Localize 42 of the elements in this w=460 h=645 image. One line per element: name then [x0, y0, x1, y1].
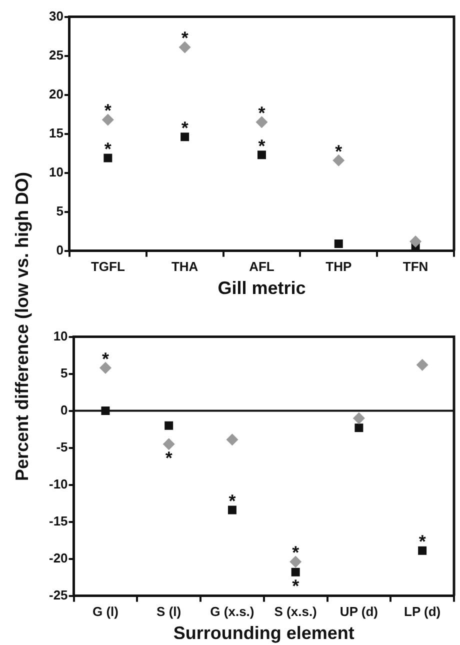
- x-tick-label: UP (d): [340, 604, 378, 620]
- x-axis-title: Surrounding element: [173, 623, 354, 644]
- x-tick-label: G (l): [92, 604, 118, 620]
- annotation: *: [165, 448, 172, 468]
- x-tick-label: THA: [171, 259, 199, 274]
- y-axis-title: Percent difference (low vs. high DO): [12, 172, 34, 482]
- y-tick-label: 0: [56, 242, 64, 258]
- y-tick-label: 10: [53, 328, 68, 344]
- x-tick-label: TFN: [402, 259, 428, 274]
- y-tick-label: 20: [48, 86, 64, 102]
- annotation: *: [258, 103, 266, 124]
- y-tick-label: 0: [60, 402, 68, 418]
- x-tick-label: S (x.s.): [274, 604, 317, 620]
- annotation: *: [102, 348, 109, 369]
- y-tick-label: 25: [48, 47, 64, 62]
- annotation: *: [418, 532, 426, 552]
- annotation: *: [258, 136, 266, 156]
- annotation: *: [181, 118, 188, 138]
- y-tick-label: -20: [48, 550, 68, 566]
- x-tick-label: AFL: [249, 259, 274, 274]
- y-tick-label: -15: [48, 513, 68, 528]
- y-tick-label: -10: [48, 476, 68, 492]
- x-tick-label: TGFL: [90, 259, 125, 274]
- y-tick-label: -25: [48, 587, 68, 602]
- x-tick-label: S (l): [156, 604, 182, 620]
- annotation: *: [228, 490, 236, 511]
- y-tick-label: -5: [56, 439, 68, 454]
- y-tick-label: 15: [48, 125, 64, 140]
- annotation: *: [104, 138, 112, 159]
- y-tick-label: 5: [60, 365, 68, 380]
- annotation: *: [292, 576, 300, 596]
- x-tick-label: THP: [326, 259, 352, 274]
- y-tick-label: 30: [48, 8, 64, 24]
- y-tick-label: 10: [48, 164, 64, 180]
- x-axis-title: Gill metric: [218, 278, 306, 298]
- annotation: *: [104, 100, 112, 121]
- annotation: *: [335, 141, 342, 162]
- y-tick-label: 5: [56, 203, 64, 218]
- x-tick-label: G (x.s.): [210, 604, 254, 620]
- annotation: *: [292, 542, 300, 563]
- annotation: *: [181, 28, 188, 48]
- x-tick-label: LP (d): [404, 604, 441, 620]
